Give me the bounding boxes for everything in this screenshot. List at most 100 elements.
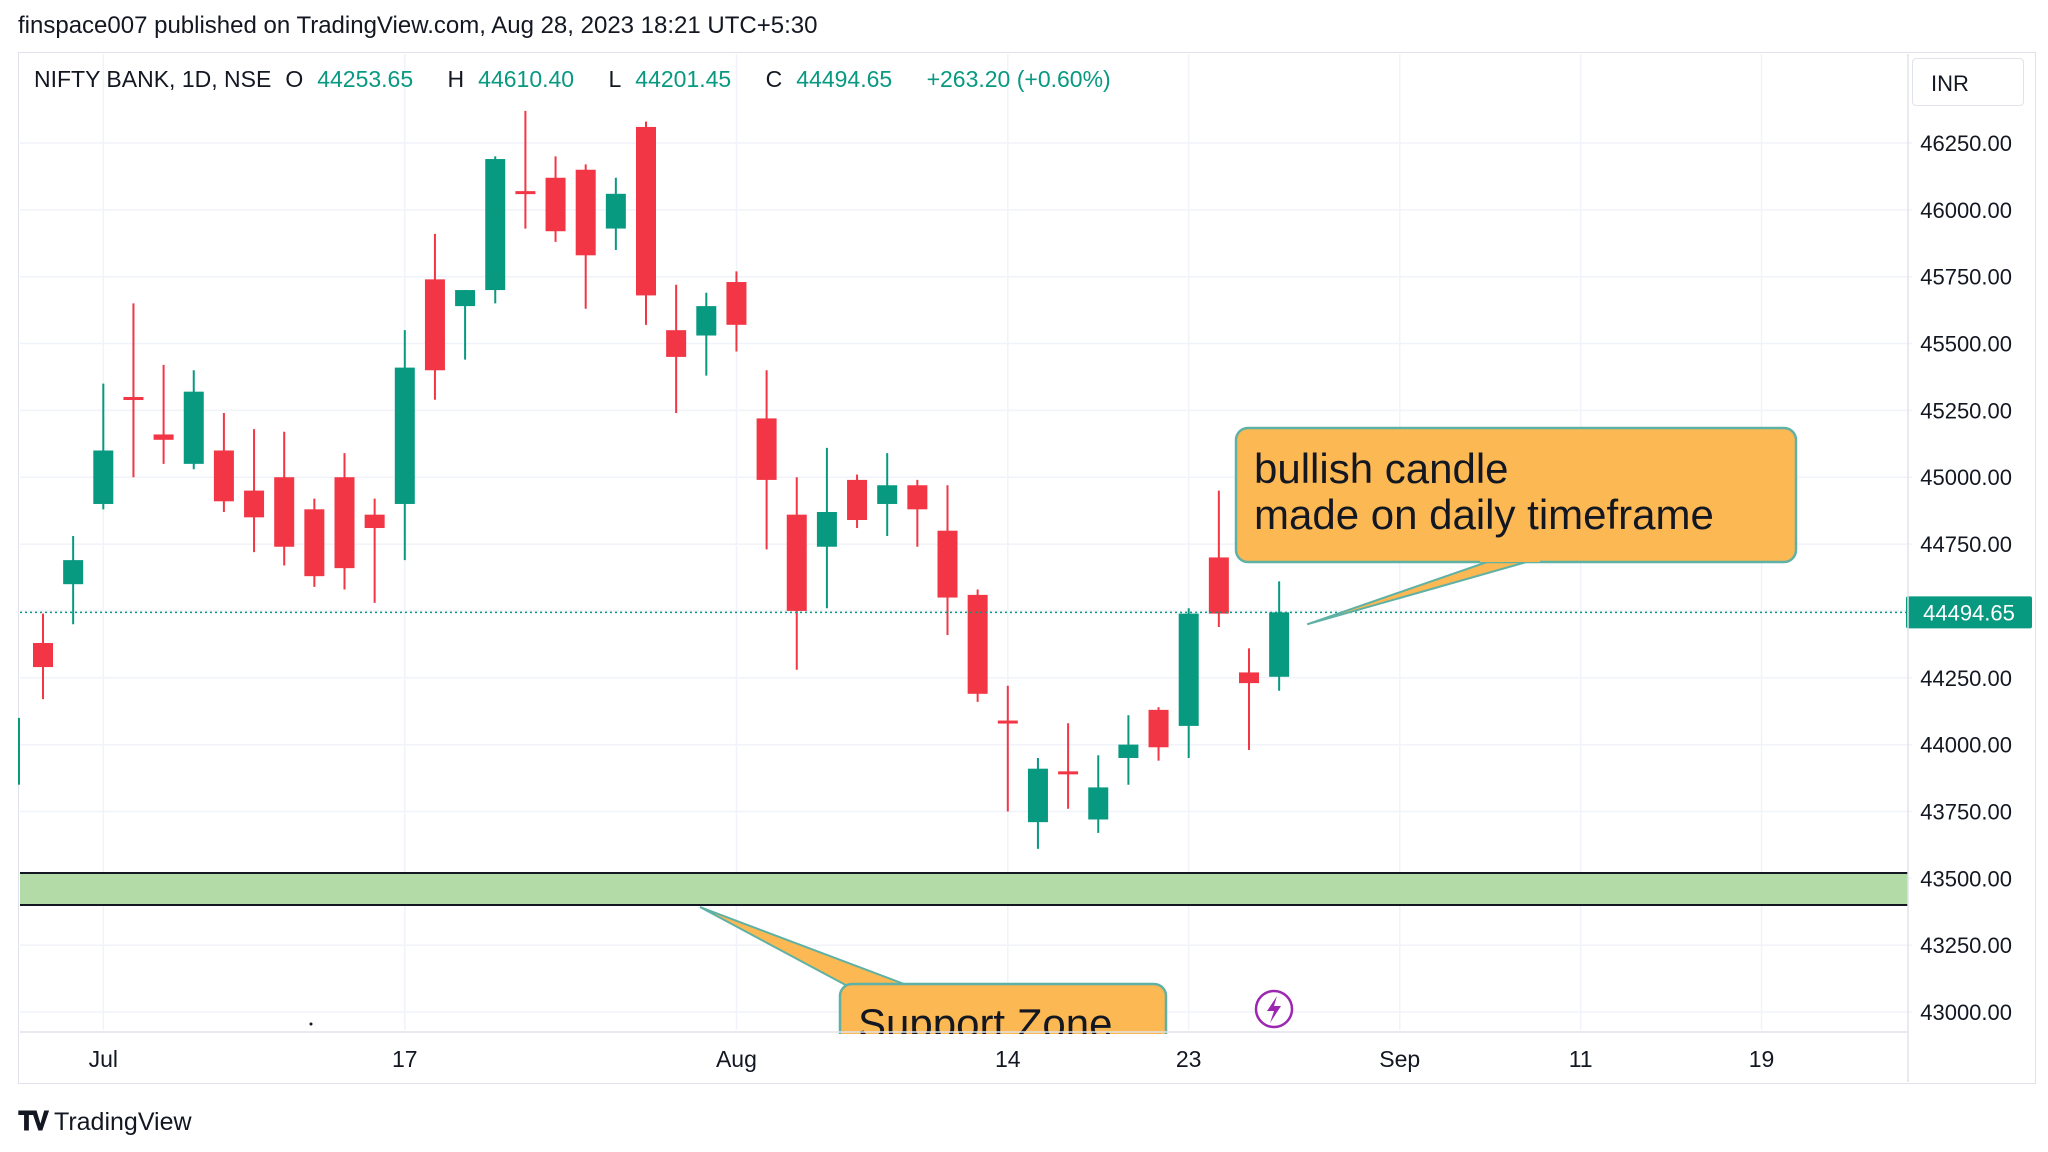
candle — [123, 303, 144, 478]
candle-body — [183, 391, 204, 464]
candle-body — [726, 282, 747, 325]
price-tick-label: 45000.00 — [1920, 465, 2012, 490]
candle-body — [756, 418, 777, 480]
price-tick-label: 44750.00 — [1920, 532, 2012, 557]
last-price-label: 44494.65 — [1923, 600, 2015, 625]
publisher-line: finspace007 published on TradingView.com… — [18, 12, 818, 39]
candle-body — [1178, 613, 1199, 726]
chart-extras — [18, 54, 1909, 1082]
candle — [153, 364, 174, 464]
candle-body — [1208, 557, 1229, 614]
candle — [424, 233, 445, 400]
time-tick-label: Jul — [89, 1046, 118, 1072]
low-label: L — [608, 66, 622, 92]
time-tick-label: Sep — [1379, 1046, 1420, 1072]
price-tick-label: 46250.00 — [1920, 131, 2012, 156]
open-label: O — [285, 66, 304, 92]
support-callout-group: Support Zone — [699, 906, 1168, 1034]
candle — [545, 156, 566, 242]
price-tick-label: 44250.00 — [1920, 666, 2012, 691]
candle-body — [1269, 612, 1290, 677]
high-label: H — [447, 66, 465, 92]
candle — [304, 498, 325, 587]
candle-body — [696, 306, 717, 336]
candle-body — [63, 560, 84, 585]
time-tick-label: 17 — [392, 1046, 418, 1072]
candle — [636, 121, 656, 325]
candle — [515, 110, 536, 229]
symbol-label: NIFTY BANK, 1D, NSE — [34, 66, 272, 92]
candle — [244, 429, 265, 553]
candle-body — [605, 193, 626, 229]
candle-body — [394, 367, 415, 504]
lightning-icon[interactable] — [1254, 989, 1294, 1029]
candle-body — [545, 177, 566, 232]
candle-body — [575, 169, 596, 256]
chart-frame[interactable] — [18, 52, 2036, 1084]
tradingview-logo[interactable]: 𝐓𝐕 TradingView — [18, 1106, 192, 1138]
candle — [847, 474, 868, 529]
currency-button[interactable]: INR — [1912, 58, 2024, 106]
candle-body — [123, 397, 144, 401]
candle — [394, 330, 415, 561]
candle-body — [1239, 672, 1259, 684]
candle-body — [364, 514, 385, 529]
candle — [726, 271, 747, 352]
candle-body — [847, 479, 868, 521]
candle — [1088, 755, 1109, 833]
price-tick-label: 46000.00 — [1920, 198, 2012, 223]
candle-body — [93, 450, 114, 504]
callout-pointer — [1306, 560, 1531, 626]
candle-body — [937, 530, 958, 598]
support-callout-pointer — [699, 906, 921, 991]
candle-body — [907, 485, 928, 510]
price-axis: 46250.00 46000.00 45750.00 45500.00 45250.00… — [1920, 131, 2012, 1025]
candle-body — [967, 594, 988, 694]
candle-body — [636, 126, 656, 296]
time-tick-label: 23 — [1176, 1046, 1202, 1072]
candle — [274, 431, 295, 566]
candle — [997, 685, 1018, 812]
candle — [93, 383, 114, 510]
high-value: 44610.40 — [478, 66, 575, 92]
candle — [1148, 707, 1169, 761]
price-tick-label: 45750.00 — [1920, 265, 2012, 290]
candle-body — [304, 509, 325, 577]
candle-body — [816, 511, 837, 547]
callout-joint — [1480, 556, 1540, 562]
candle-body — [1027, 768, 1048, 823]
price-tick-label: 43750.00 — [1920, 799, 2012, 824]
price-tick-label: 43250.00 — [1920, 933, 2012, 958]
price-tick-label: 45250.00 — [1920, 398, 2012, 423]
candle — [485, 156, 506, 304]
callout-text-line: made on daily timeframe — [1254, 491, 1714, 538]
candle — [63, 536, 84, 625]
close-label: C — [765, 66, 783, 92]
tradingview-mark-icon: 𝐓𝐕 — [18, 1106, 49, 1136]
candle — [877, 453, 898, 537]
change-value: +263.20 (+0.60%) — [926, 66, 1111, 92]
candle-body — [424, 279, 445, 371]
candle — [33, 613, 53, 700]
candle-body — [153, 434, 174, 440]
lightning-icon-bolt — [1267, 996, 1281, 1023]
candle — [786, 477, 807, 670]
tradingview-brand: TradingView — [53, 1107, 192, 1136]
candle — [575, 164, 596, 309]
support-callout-box — [838, 982, 1168, 1034]
candle-body — [877, 485, 898, 504]
support-zone — [20, 871, 1908, 907]
candle — [1027, 757, 1048, 849]
price-tick-label: 45500.00 — [1920, 332, 2012, 357]
callout-text-line: bullish candle — [1254, 445, 1509, 492]
time-tick-label: 11 — [1569, 1046, 1593, 1072]
time-tick-label: 14 — [995, 1046, 1021, 1072]
candle-body — [455, 290, 476, 307]
candle — [1178, 608, 1199, 758]
candle-body — [33, 643, 53, 668]
candle — [816, 447, 837, 609]
candle — [1118, 715, 1139, 785]
candle-body — [666, 330, 687, 357]
